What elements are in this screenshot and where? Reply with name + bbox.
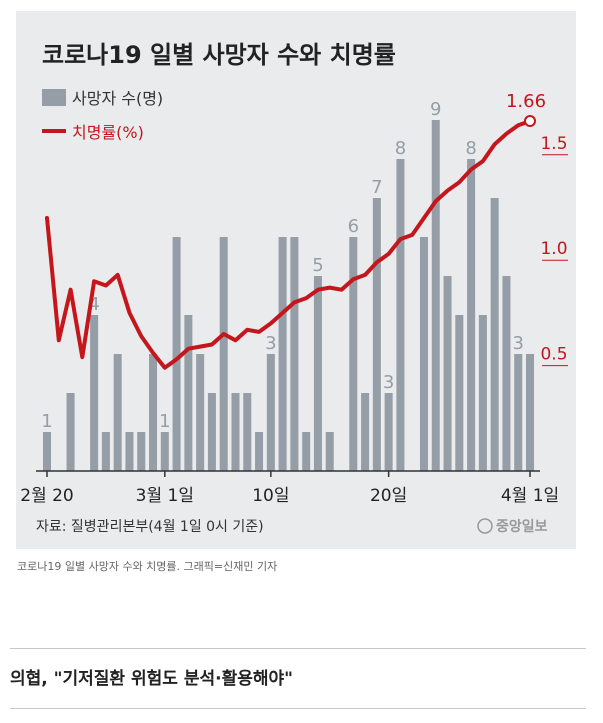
death-bar-label: 1: [41, 411, 52, 432]
death-bar: [172, 237, 181, 471]
image-caption: 코로나19 일별 사망자 수와 치명률. 그래픽=신재민 기자: [17, 560, 278, 573]
death-bar: [502, 276, 511, 471]
right-axis-tick-label: 0.5: [540, 345, 567, 365]
death-bar: [255, 432, 264, 471]
death-bar: [160, 432, 169, 471]
death-bar-label: 4: [88, 294, 99, 315]
death-bar: [219, 237, 228, 471]
fatality-rate-line: [45, 119, 532, 370]
death-bar: [514, 354, 523, 471]
death-bar: [184, 315, 193, 471]
death-bar: [313, 276, 322, 471]
chart-panel: 코로나19 일별 사망자 수와 치명률 사망자 수(명) 치명률(%) 1 4 1 3…: [16, 11, 576, 549]
death-bar: [302, 432, 311, 471]
death-bars: [42, 120, 535, 471]
x-axis-tick-label: 4월 1일: [501, 486, 559, 506]
death-bar: [149, 354, 158, 471]
chart-title: 코로나19 일별 사망자 수와 치명률: [42, 41, 396, 69]
legend-line-label: 치명률(%): [72, 123, 144, 142]
x-axis-tick-label: 3월 1일: [136, 486, 194, 506]
death-bar: [443, 276, 452, 471]
death-bar: [431, 120, 440, 471]
legend-bar-label: 사망자 수(명): [72, 89, 163, 108]
right-axis: 0.5 1.0 1.5: [540, 134, 568, 367]
death-bar: [266, 354, 275, 471]
legend-bar-swatch: [42, 89, 66, 106]
x-axis-tick-label: 2월 20: [20, 486, 74, 506]
x-axis: 2월 20 3월 1일 10일 20일 4월 1일: [20, 471, 559, 506]
death-bar-label: 8: [395, 138, 406, 159]
death-bar: [525, 354, 535, 471]
brand-logo: 중앙일보: [496, 518, 548, 535]
divider-bottom: [10, 708, 586, 709]
death-bar: [290, 237, 299, 471]
death-bar: [90, 315, 99, 471]
death-bar-label: 1: [159, 411, 170, 432]
death-bar-label: 8: [465, 138, 476, 159]
rate-end-label: 1.66: [506, 91, 546, 112]
article-subheading: 의협, "기저질환 위험도 분석·활용해야": [10, 669, 293, 689]
death-bar-label: 9: [430, 99, 441, 120]
death-bar: [478, 315, 487, 471]
death-bar: [207, 393, 216, 471]
death-bar: [243, 393, 252, 471]
death-bar: [396, 159, 405, 471]
death-bar: [384, 393, 393, 471]
rate-end-marker: [524, 115, 536, 128]
legend-line-swatch: [42, 129, 66, 133]
death-bar-label: 7: [371, 177, 382, 198]
death-bar: [137, 432, 146, 471]
death-bar: [42, 432, 52, 471]
death-bar: [490, 198, 499, 471]
death-bar: [372, 198, 381, 471]
death-bar: [419, 237, 428, 471]
death-bar-label: 3: [383, 372, 394, 393]
death-bar: [66, 393, 75, 471]
right-axis-tick-label: 1.5: [540, 134, 567, 154]
death-bar: [278, 237, 287, 471]
divider-top: [10, 648, 586, 649]
x-axis-tick-label: 20일: [370, 486, 407, 506]
death-bar: [325, 432, 334, 471]
death-bar: [455, 315, 464, 471]
death-bar: [231, 393, 240, 471]
death-bar: [113, 354, 122, 471]
death-bar-label: 5: [312, 255, 323, 276]
death-bar: [101, 432, 110, 471]
death-bar-label: 3: [512, 333, 523, 354]
brand-logo-icon: [477, 518, 493, 534]
right-axis-tick-label: 1.0: [540, 239, 567, 259]
x-axis-tick-label: 10일: [252, 486, 289, 506]
death-bar: [349, 237, 358, 471]
death-bar: [467, 159, 476, 471]
source-note: 자료: 질병관리본부(4월 1일 0시 기준): [36, 519, 264, 535]
death-bar: [196, 354, 205, 471]
death-bar: [125, 432, 134, 471]
death-bar-label: 3: [265, 333, 276, 354]
death-bar: [361, 393, 370, 471]
death-bar-label: 6: [348, 216, 359, 237]
